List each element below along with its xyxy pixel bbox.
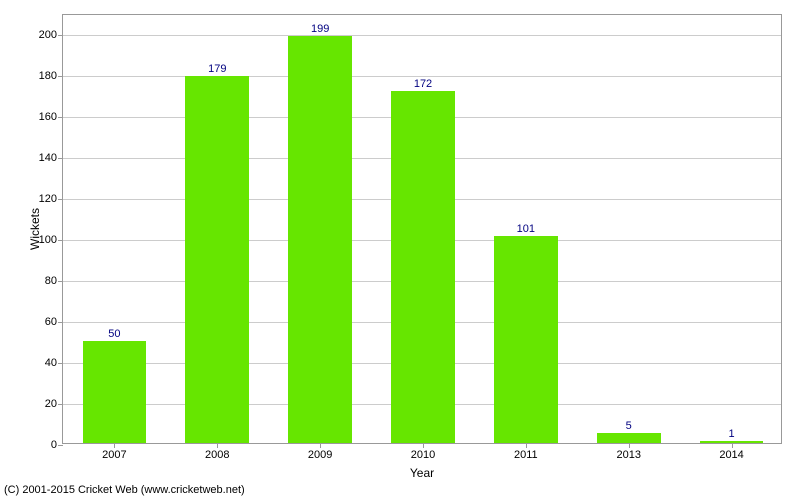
y-tick-label: 160 — [39, 111, 63, 123]
bar-value-label: 101 — [517, 223, 535, 238]
y-tick-label: 180 — [39, 70, 63, 82]
x-tick-label: 2009 — [308, 443, 332, 461]
x-tick-label: 2007 — [102, 443, 126, 461]
chart-container: 0 20 40 60 80 100 120 140 160 180 200 2007 50 2008 179… — [0, 0, 800, 500]
y-tick-label: 0 — [51, 439, 63, 451]
x-tick-label: 2013 — [616, 443, 640, 461]
bar — [288, 36, 352, 443]
bar-value-label: 199 — [311, 23, 329, 38]
bar — [83, 341, 147, 443]
x-tick-label: 2011 — [514, 443, 538, 461]
bar-value-label: 5 — [626, 420, 632, 435]
bar-value-label: 179 — [208, 63, 226, 78]
bar — [494, 236, 558, 443]
y-tick-label: 100 — [39, 234, 63, 246]
copyright-text: (C) 2001-2015 Cricket Web (www.cricketwe… — [4, 484, 245, 496]
y-tick-label: 200 — [39, 29, 63, 41]
x-axis-title: Year — [410, 466, 434, 480]
y-tick-label: 40 — [45, 357, 63, 369]
plot-area: 0204060801001201401601802002007502008179… — [62, 14, 782, 444]
y-axis-title: Wickets — [28, 208, 42, 250]
grid-line — [63, 35, 781, 36]
bar — [391, 91, 455, 443]
y-tick-label: 80 — [45, 275, 63, 287]
y-tick-label: 140 — [39, 152, 63, 164]
x-tick-label: 2008 — [205, 443, 229, 461]
x-tick-label: 2010 — [411, 443, 435, 461]
y-tick-label: 20 — [45, 398, 63, 410]
bar-value-label: 1 — [729, 428, 735, 443]
y-tick-label: 120 — [39, 193, 63, 205]
y-tick-label: 60 — [45, 316, 63, 328]
x-tick-label: 2014 — [719, 443, 743, 461]
bar-value-label: 50 — [108, 328, 120, 343]
bar-value-label: 172 — [414, 78, 432, 93]
bar — [185, 76, 249, 443]
